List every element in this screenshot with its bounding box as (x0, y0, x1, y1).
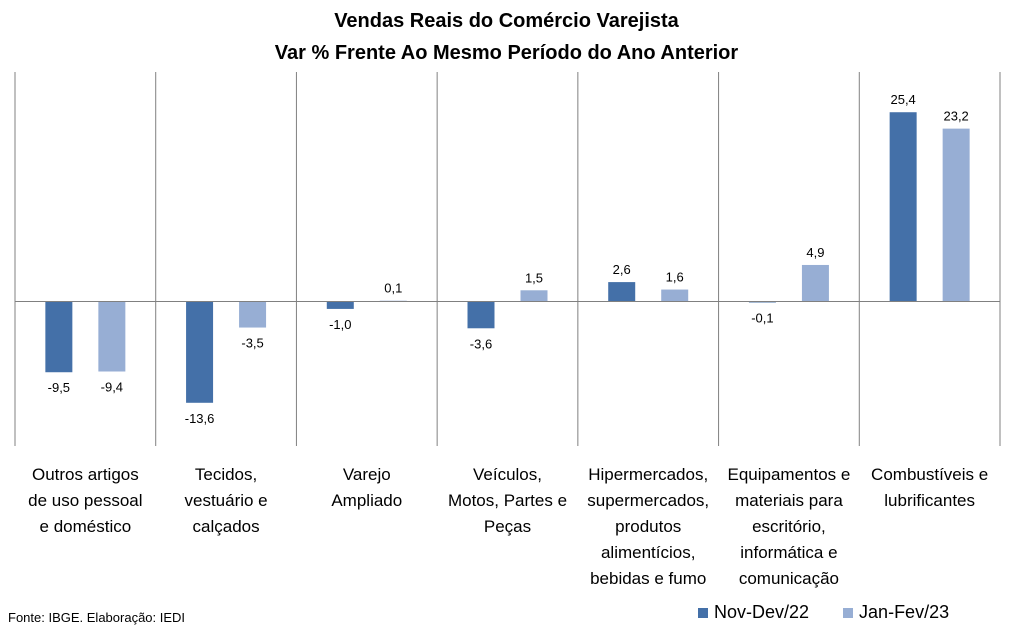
category-label: Hipermercados, supermercados, produtos alim… (587, 465, 709, 588)
bar-series-1 (45, 301, 73, 373)
source-note: Fonte: IBGE. Elaboração: IEDI (8, 610, 186, 625)
data-label: -9,5 (48, 380, 70, 395)
category-label: Varejo Ampliado (331, 465, 402, 510)
bar-series-2 (801, 264, 829, 302)
data-label: 0,1 (384, 281, 402, 296)
bar-series-1 (326, 301, 354, 309)
category-label: Tecidos, vestuário e calçados (184, 465, 267, 536)
bar-series-2 (239, 301, 267, 328)
bar-series-2 (98, 301, 126, 372)
bar-series-1 (467, 301, 495, 329)
bar-series-2 (661, 289, 689, 302)
chart-title: Vendas Reais do Comércio Varejista (334, 10, 679, 32)
bar-series-2 (520, 290, 548, 302)
data-label: 23,2 (943, 109, 968, 124)
data-label: 1,6 (666, 270, 684, 285)
category-label: Equipamentos e materiais para escritório, i… (727, 465, 850, 588)
legend-item-series-2: Jan-Fev/23 (843, 602, 949, 623)
data-label: -0,1 (751, 310, 773, 325)
legend-label-series-1: Nov-Dev/22 (714, 602, 810, 622)
legend-label-series-2: Jan-Fev/23 (859, 602, 950, 622)
category-label: Outros artigos de uso pessoal e doméstico (28, 465, 142, 536)
legend: Nov-Dev/22 Jan-Fev/23 (698, 602, 983, 623)
data-label: -3,6 (470, 336, 492, 351)
data-label: 2,6 (613, 262, 631, 277)
bar-series-1 (186, 301, 214, 403)
data-label: 25,4 (890, 92, 915, 107)
data-label: 4,9 (806, 245, 824, 260)
bar-series-2 (942, 128, 970, 302)
bar-chart: -9,5 -13,6 -1,0 -3,6 2,6 -0,1 25,4 -9,4 -3,5 0,1 1… (14, 72, 1001, 588)
data-label: -3,5 (241, 336, 263, 351)
legend-swatch-series-1 (698, 607, 708, 618)
bar-series-1 (889, 112, 917, 302)
chart-subtitle: Var % Frente Ao Mesmo Período do Ano Ant… (274, 42, 739, 64)
category-label: Veículos, Motos, Partes e Peças (448, 465, 567, 536)
bar-series-1 (608, 282, 636, 302)
legend-swatch-series-2 (843, 607, 854, 618)
data-label: -9,4 (101, 379, 123, 394)
category-label: Combustíveis e lubrificantes (871, 465, 988, 510)
data-label: -13,6 (185, 411, 215, 426)
data-label: 1,5 (525, 270, 543, 285)
legend-item-series-1: Nov-Dev/22 (698, 602, 809, 623)
data-label: -1,0 (329, 317, 351, 332)
